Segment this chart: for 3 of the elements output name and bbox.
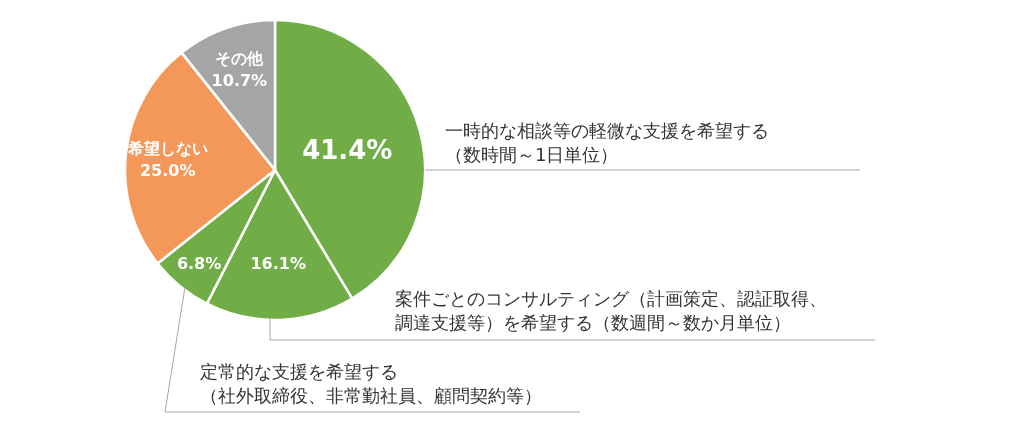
slice-label: 案件ごとのコンサルティング（計画策定、認証取得、調達支援等）を希望する（数週間～数か月単位） [395, 288, 827, 333]
slice-label: 一時的な相談等の軽微な支援を希望する（数時間～1日単位） [445, 120, 769, 165]
slice-label: 定常的な支援を希望する（社外取締役、非常勤社員、顧問契約等） [200, 361, 542, 406]
